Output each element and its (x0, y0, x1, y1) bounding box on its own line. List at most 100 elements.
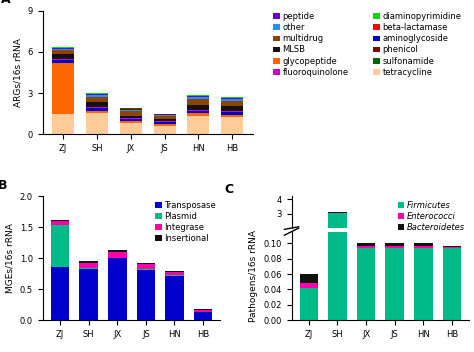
Bar (414, 256, 433, 257)
Bar (120, 108, 142, 109)
Bar (52, 50, 74, 54)
Text: A: A (0, 0, 10, 6)
Bar (385, 246, 404, 248)
Bar (165, 276, 184, 320)
Bar (154, 115, 175, 116)
Bar (52, 47, 74, 48)
Y-axis label: MGEs/16s rRNA: MGEs/16s rRNA (5, 224, 14, 293)
Bar (154, 119, 175, 121)
Bar (86, 94, 108, 95)
Bar (187, 113, 210, 116)
Bar (385, 248, 404, 320)
Bar (221, 106, 243, 111)
Bar (137, 263, 155, 264)
Legend: diaminopyrimidine, beta-lactamase, aminoglycoside, phenicol, sulfonamide, tetrac: diaminopyrimidine, beta-lactamase, amino… (374, 12, 462, 77)
Bar (187, 105, 210, 110)
Bar (187, 95, 210, 96)
Bar (194, 310, 212, 312)
Bar (221, 111, 243, 112)
Bar (120, 118, 142, 119)
Bar (165, 271, 184, 272)
Bar (79, 263, 98, 268)
Bar (120, 116, 142, 118)
Bar (120, 109, 142, 111)
Bar (52, 48, 74, 49)
Bar (194, 309, 212, 310)
Bar (120, 121, 142, 124)
Text: C: C (224, 183, 233, 196)
Bar (443, 256, 461, 257)
Bar (165, 272, 184, 275)
Bar (221, 117, 243, 134)
Bar (221, 112, 243, 114)
Bar (187, 111, 210, 113)
Bar (154, 121, 175, 122)
Bar (52, 63, 74, 114)
Text: B: B (0, 179, 8, 192)
Bar (300, 288, 318, 320)
Bar (120, 111, 142, 112)
Bar (221, 114, 243, 117)
Bar (108, 258, 127, 320)
Bar (187, 110, 210, 111)
Bar (187, 96, 210, 98)
Bar (357, 248, 375, 320)
Bar (52, 60, 74, 63)
Bar (300, 274, 318, 283)
Bar (187, 98, 210, 99)
Bar (52, 59, 74, 60)
Bar (385, 243, 404, 246)
Bar (120, 124, 142, 134)
Bar (51, 220, 69, 221)
Bar (328, 0, 347, 320)
Bar (165, 275, 184, 276)
Bar (414, 246, 433, 248)
Bar (79, 268, 98, 269)
Bar (86, 93, 108, 94)
Bar (187, 99, 210, 105)
Bar (194, 312, 212, 320)
Bar (443, 246, 461, 247)
Bar (86, 111, 108, 113)
Bar (137, 270, 155, 320)
Bar (154, 116, 175, 119)
Bar (300, 283, 318, 288)
Bar (86, 108, 108, 111)
Bar (221, 101, 243, 106)
Y-axis label: Pathogens/16s rRNA: Pathogens/16s rRNA (249, 230, 258, 322)
Bar (86, 107, 108, 108)
Bar (300, 256, 318, 257)
Bar (52, 54, 74, 59)
Bar (443, 247, 461, 248)
Bar (86, 96, 108, 102)
Legend: Transposase, Plasmid, Integrase, Insertional: Transposase, Plasmid, Integrase, Inserti… (155, 201, 216, 243)
Legend: Firmicutes, Enterococci, Bacteroidetes: Firmicutes, Enterococci, Bacteroidetes (398, 201, 465, 232)
Bar (414, 248, 433, 320)
Bar (52, 49, 74, 50)
Bar (79, 269, 98, 320)
Bar (187, 116, 210, 134)
Bar (221, 99, 243, 101)
Y-axis label: ARGs/16s rRNA: ARGs/16s rRNA (13, 38, 22, 107)
Bar (137, 269, 155, 270)
Bar (120, 119, 142, 121)
Bar (86, 113, 108, 134)
Bar (86, 102, 108, 107)
Bar (79, 262, 98, 263)
Bar (86, 95, 108, 96)
Bar (154, 124, 175, 126)
Bar (154, 122, 175, 124)
Bar (414, 243, 433, 246)
Bar (108, 252, 127, 258)
Bar (52, 114, 74, 134)
Bar (221, 98, 243, 99)
Bar (357, 243, 375, 246)
Bar (357, 246, 375, 248)
Bar (443, 248, 461, 320)
Bar (108, 250, 127, 252)
Bar (51, 225, 69, 267)
Bar (385, 256, 404, 257)
Bar (328, 212, 347, 213)
Bar (120, 112, 142, 116)
Bar (328, 213, 347, 257)
